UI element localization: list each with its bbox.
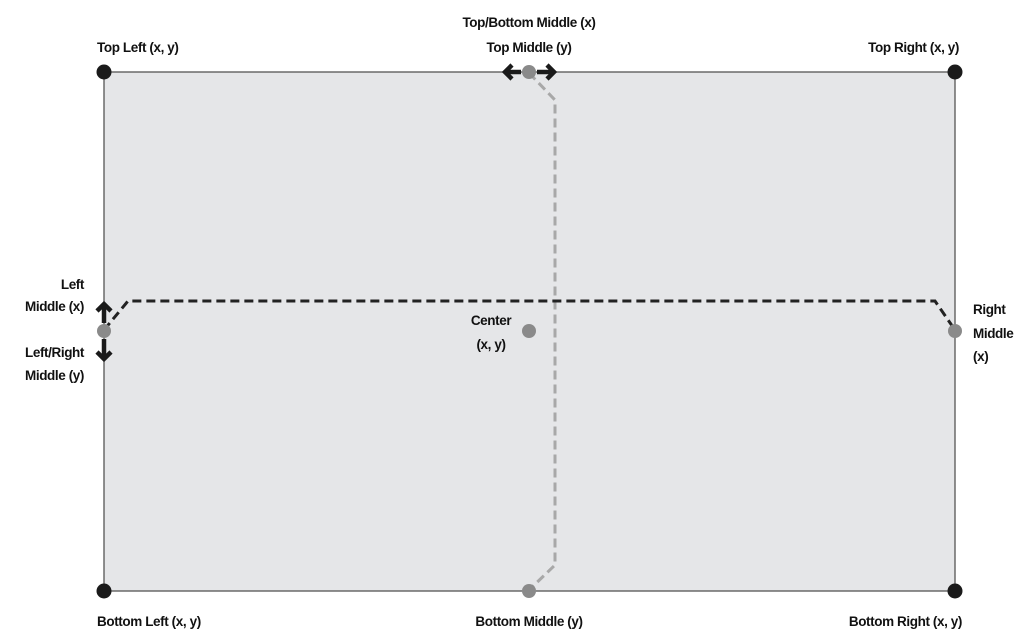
top-left-point bbox=[96, 64, 112, 80]
horizontal-arrows-icon bbox=[501, 63, 558, 81]
top-middle-y-label: Top Middle (y) bbox=[487, 40, 572, 55]
top-right-label: Top Right (x, y) bbox=[868, 40, 959, 55]
left-right-middle-y-label-line1: Left/Right bbox=[25, 345, 85, 360]
bottom-left-label: Bottom Left (x, y) bbox=[97, 614, 201, 629]
top-middle-point bbox=[522, 65, 536, 79]
left-middle-x-label-line1: Left bbox=[61, 277, 85, 292]
right-middle-label-line2: Middle bbox=[973, 326, 1014, 341]
top-left-label: Top Left (x, y) bbox=[97, 40, 179, 55]
right-middle-point bbox=[948, 324, 962, 338]
left-right-middle-dashed-line bbox=[102, 299, 957, 331]
left-right-middle-y-label-line2: Middle (y) bbox=[25, 368, 84, 383]
bottom-left-point bbox=[96, 583, 112, 599]
center-label-line1: Center bbox=[471, 313, 513, 328]
bottom-middle-point bbox=[522, 584, 536, 598]
bottom-right-label: Bottom Right (x, y) bbox=[849, 614, 962, 629]
top-middle-x-label: Top/Bottom Middle (x) bbox=[462, 15, 595, 30]
left-middle-x-label-line2: Middle (x) bbox=[25, 299, 84, 314]
bottom-right-point bbox=[947, 583, 963, 599]
top-bottom-middle-dashed-line bbox=[527, 71, 557, 592]
center-label-line2: (x, y) bbox=[476, 337, 505, 352]
top-right-point bbox=[947, 64, 963, 80]
bottom-middle-label: Bottom Middle (y) bbox=[475, 614, 582, 629]
center-point bbox=[522, 324, 536, 338]
right-middle-label-line1: Right bbox=[973, 302, 1006, 317]
vertical-arrows-icon bbox=[95, 300, 113, 363]
right-middle-label-line3: (x) bbox=[973, 349, 988, 364]
left-middle-point bbox=[97, 324, 111, 338]
